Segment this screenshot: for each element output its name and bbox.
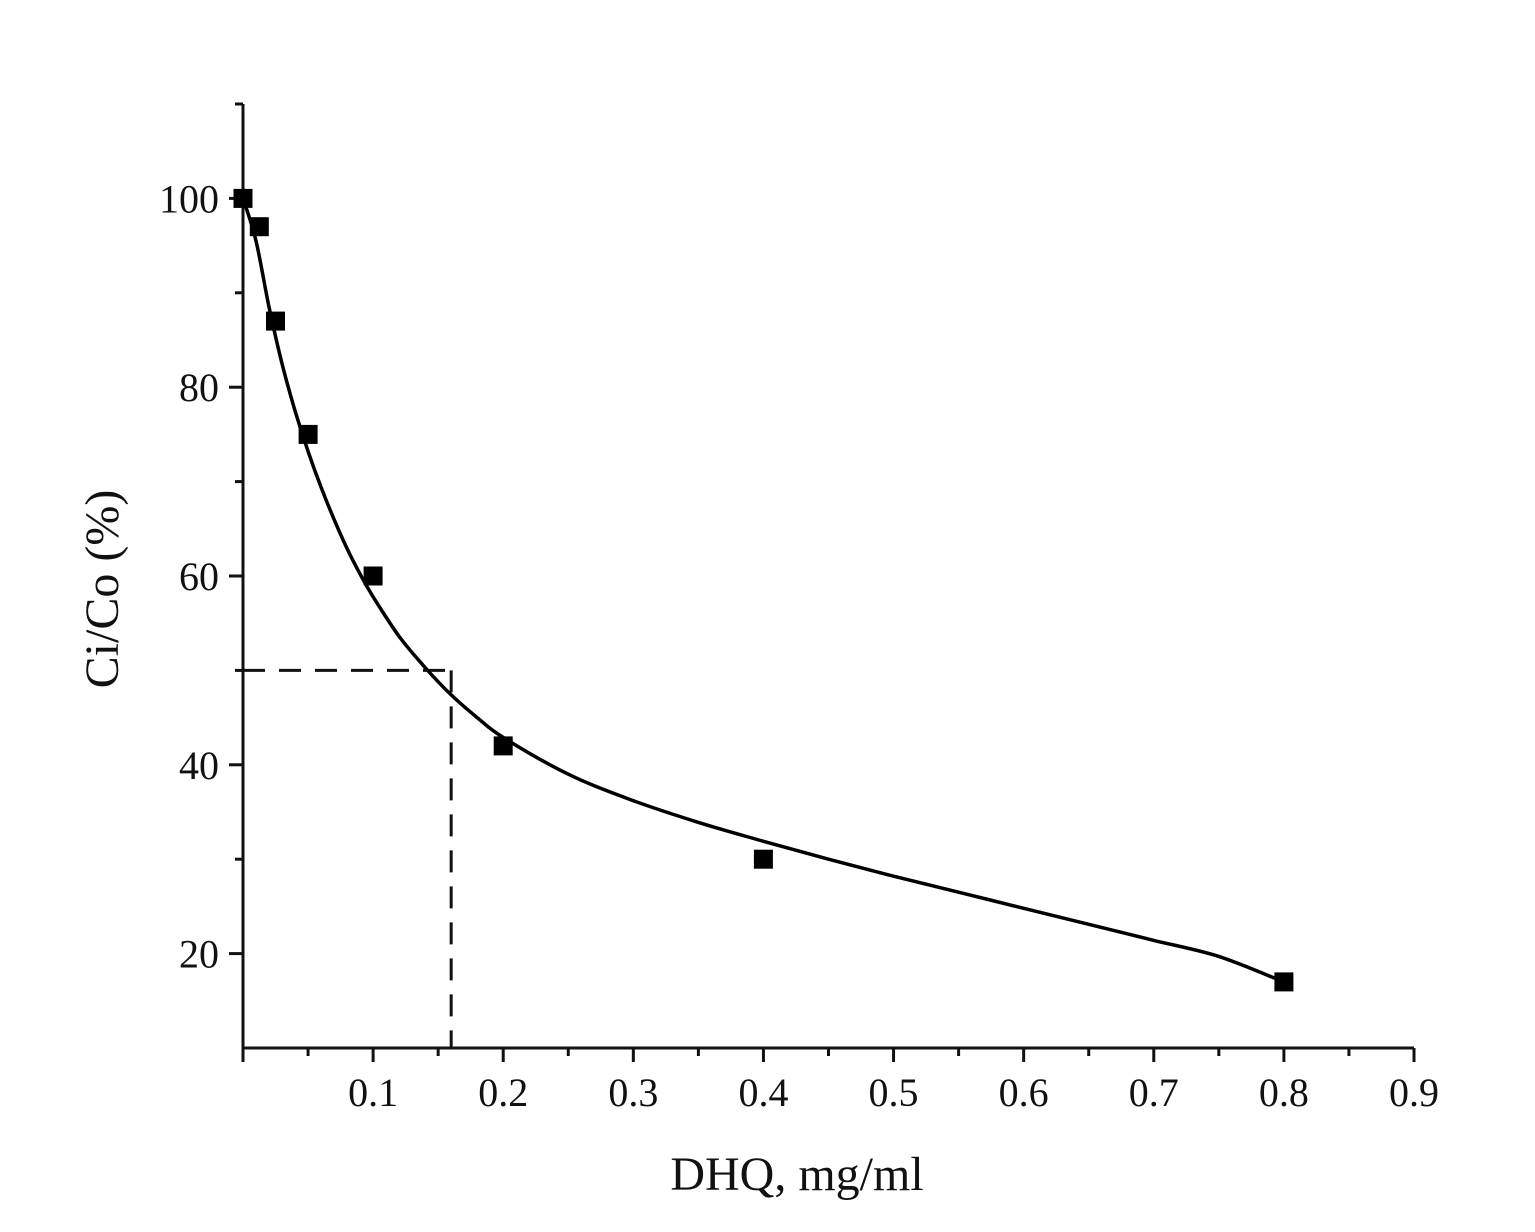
y-axis-title: Ci/Co (%) [76, 490, 129, 689]
x-tick-label: 0.7 [1129, 1070, 1179, 1115]
x-tick-label: 0.4 [738, 1070, 788, 1115]
y-tick-label: 100 [159, 176, 219, 221]
x-axis-title: DHQ, mg/ml [670, 1148, 923, 1201]
x-tick-label: 0.5 [869, 1070, 919, 1115]
y-tick-label: 80 [179, 365, 219, 410]
data-point [249, 217, 269, 237]
x-tick-label: 0.8 [1259, 1070, 1309, 1115]
y-tick-label: 40 [179, 743, 219, 788]
x-tick-label: 0.2 [478, 1070, 528, 1115]
x-ticks: 0.1 0.2 0.3 0.4 0.5 0.6 0.7 0.8 0.9 [241, 1048, 1439, 1115]
data-point [298, 424, 318, 444]
data-point [266, 311, 285, 331]
x-tick-label: 0.6 [999, 1070, 1049, 1115]
data-point [493, 736, 513, 756]
data-point [753, 849, 773, 869]
reference-lines [243, 668, 453, 1048]
data-point [363, 566, 383, 586]
data-point [1274, 972, 1294, 992]
data-points [233, 188, 1294, 992]
y-tick-label: 20 [179, 932, 219, 977]
y-tick-label: 60 [179, 554, 219, 599]
y-ticks: 20 40 60 80 100 [159, 102, 243, 977]
axes [241, 104, 1414, 1050]
x-tick-label: 0.3 [608, 1070, 658, 1115]
x-tick-label: 0.9 [1389, 1070, 1439, 1115]
x-tick-label: 0.1 [348, 1070, 398, 1115]
data-point [233, 188, 253, 208]
